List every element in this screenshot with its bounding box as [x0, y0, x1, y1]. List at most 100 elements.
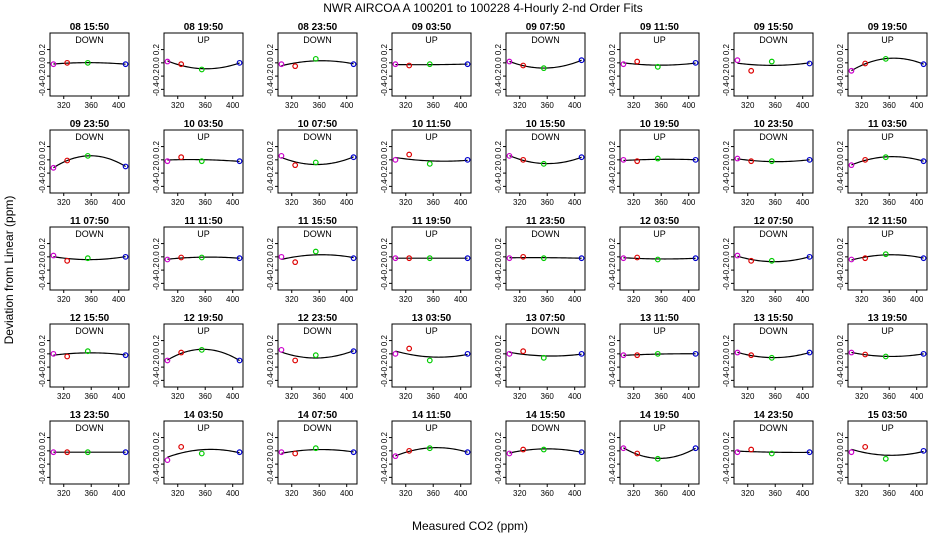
panel-frame	[163, 323, 244, 388]
chart-panel: 13 19:50 UP 0.2 0.0-0.2-0.4 320 360 400	[836, 313, 928, 401]
x-tick-label: 400	[340, 392, 354, 401]
y-tick-label: 0.2	[608, 334, 617, 346]
x-tick-label: 320	[171, 392, 185, 401]
panel-direction-label: DOWN	[303, 423, 332, 433]
chart-panel: 09 15:50 DOWN 0.2 0.0-0.2-0.4 320 360 400	[722, 22, 814, 110]
y-tick-label: 0.0	[38, 251, 47, 263]
x-tick-label: 360	[883, 295, 897, 304]
x-tick-label: 400	[910, 392, 924, 401]
y-tick-label: 0.0	[608, 154, 617, 166]
data-point	[634, 58, 641, 65]
data-point	[50, 252, 57, 259]
x-tick-label: 400	[682, 198, 696, 207]
data-point	[236, 158, 243, 165]
x-tick-label: 320	[855, 295, 869, 304]
y-tick-label: 0.0	[152, 348, 161, 360]
panel-title: 09 07:50	[526, 22, 566, 33]
x-tick-label: 320	[57, 101, 71, 110]
x-tick-label: 360	[541, 489, 555, 498]
chart-panel: 10 23:50 DOWN 0.2 0.0-0.2-0.4 320 360 400	[722, 119, 814, 207]
data-point	[734, 155, 741, 162]
x-tick-label: 320	[855, 489, 869, 498]
y-tick-label: 0.0	[836, 445, 845, 457]
y-tick-label: 0.0	[722, 251, 731, 263]
data-point	[426, 445, 433, 452]
panel-title: 08 19:50	[184, 22, 224, 33]
panel-frame	[847, 226, 928, 291]
y-tick-label: -0.2	[494, 166, 503, 180]
data-point	[578, 350, 585, 357]
x-tick-label: 360	[199, 198, 213, 207]
x-tick-label: 400	[454, 392, 468, 401]
chart-panel: 12 19:50 UP 0.2 0.0-0.2-0.4 320 360 400	[152, 313, 244, 401]
x-tick-label: 360	[655, 489, 669, 498]
y-tick-label: -0.4	[836, 179, 845, 193]
y-tick-label: -0.2	[380, 457, 389, 471]
data-point	[50, 449, 57, 456]
data-point	[882, 353, 889, 360]
chart-panel: 13 23:50 DOWN 0.2 0.0-0.2-0.4 320 360 400	[38, 410, 130, 498]
y-tick-label: 0.2	[836, 334, 845, 346]
y-tick-label: -0.2	[380, 263, 389, 277]
x-tick-label: 320	[399, 392, 413, 401]
panel-direction-label: DOWN	[759, 229, 788, 239]
panel-direction-label: UP	[653, 229, 666, 239]
y-tick-label: -0.2	[722, 166, 731, 180]
data-point	[178, 61, 185, 68]
data-point	[806, 60, 813, 67]
data-point	[406, 345, 413, 352]
data-point	[806, 253, 813, 260]
data-point	[50, 350, 57, 357]
data-point	[862, 255, 869, 262]
data-point	[620, 255, 627, 262]
x-tick-label: 320	[741, 392, 755, 401]
y-tick-label: -0.2	[380, 360, 389, 374]
y-tick-label: 0.0	[380, 57, 389, 69]
x-tick-label: 400	[340, 295, 354, 304]
data-point	[392, 350, 399, 357]
panel-title: 13 15:50	[754, 313, 794, 324]
x-tick-label: 360	[85, 489, 99, 498]
y-tick-label: -0.2	[266, 457, 275, 471]
data-point	[292, 162, 299, 169]
data-point	[578, 255, 585, 262]
data-point	[920, 158, 927, 165]
data-point	[64, 157, 71, 164]
y-tick-label: 0.2	[380, 431, 389, 443]
panel-title: 08 15:50	[70, 22, 110, 33]
x-tick-label: 360	[313, 489, 327, 498]
y-tick-label: -0.2	[152, 360, 161, 374]
data-point	[768, 450, 775, 457]
x-tick-label: 320	[399, 295, 413, 304]
data-point	[634, 254, 641, 261]
panel-direction-label: UP	[653, 35, 666, 45]
fit-curve	[395, 350, 468, 358]
y-tick-label: -0.2	[266, 360, 275, 374]
fit-curve	[281, 60, 354, 67]
y-tick-label: -0.4	[494, 373, 503, 387]
y-tick-label: -0.2	[608, 457, 617, 471]
data-point	[236, 255, 243, 262]
panel-direction-label: DOWN	[75, 423, 104, 433]
y-tick-label: 0.2	[266, 334, 275, 346]
data-point	[520, 62, 527, 69]
y-tick-label: 0.0	[152, 154, 161, 166]
y-tick-label: 0.0	[494, 57, 503, 69]
y-tick-label: -0.2	[836, 263, 845, 277]
panel-direction-label: DOWN	[303, 326, 332, 336]
y-tick-label: -0.2	[266, 166, 275, 180]
panel-title: 13 11:50	[640, 313, 679, 324]
x-tick-label: 360	[427, 392, 441, 401]
y-tick-label: 0.2	[152, 431, 161, 443]
chart-panel: 11 03:50 UP 0.2 0.0-0.2-0.4 320 360 400	[836, 119, 928, 207]
data-point	[122, 449, 129, 456]
panel-title: 13 23:50	[70, 410, 110, 421]
data-point	[806, 349, 813, 356]
y-tick-label: 0.0	[380, 251, 389, 263]
x-tick-label: 320	[285, 198, 299, 207]
x-tick-label: 320	[285, 295, 299, 304]
data-point	[350, 154, 357, 161]
y-tick-label: 0.0	[38, 445, 47, 457]
x-tick-label: 400	[568, 198, 582, 207]
fit-curve	[281, 254, 354, 261]
